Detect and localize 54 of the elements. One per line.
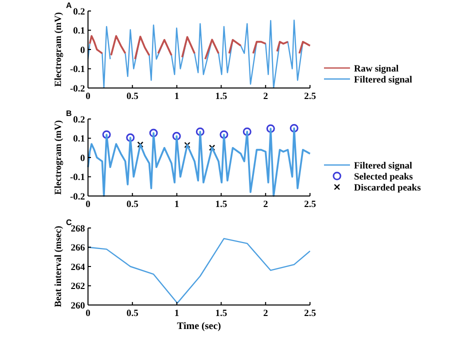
x-tick-label: 0.5 — [126, 92, 139, 102]
x-tick-label: 0.5 — [126, 200, 139, 210]
y-tick-label: 0.2 — [73, 7, 86, 18]
x-tick-label: 1 — [174, 200, 180, 210]
chart-title: C — [66, 218, 72, 227]
x-tick-label: 1.5 — [215, 200, 228, 210]
legend-label: Discarded peaks — [354, 183, 422, 194]
point — [266, 124, 275, 133]
point — [220, 130, 228, 139]
x-tick-label: 1 — [174, 309, 180, 319]
y-tick-label: 268 — [70, 224, 86, 234]
y-axis-title: Electrogram (mV) — [54, 12, 64, 87]
y-tick-label: 266 — [70, 244, 86, 254]
y-tick-label: -0.2 — [70, 192, 86, 202]
chart-title: A — [66, 1, 72, 10]
y-tick-label: 0.2 — [73, 115, 86, 126]
x-tick-label: 1 — [174, 92, 180, 102]
point — [208, 144, 216, 151]
y-tick-label: -0.1 — [70, 173, 86, 184]
legend-label: Filtered signal — [354, 75, 412, 86]
point — [242, 127, 252, 136]
point — [126, 133, 135, 142]
y-tick-label: 0.1 — [73, 26, 86, 37]
legend-label: Raw signal — [354, 64, 399, 74]
y-tick-label: 260 — [70, 301, 86, 312]
point — [184, 142, 190, 148]
x-tick-label: 1.5 — [215, 309, 228, 319]
legend-label: Selected peaks — [354, 172, 414, 182]
x-tick-label: 1.5 — [215, 92, 228, 102]
x-tick-label: 2.5 — [304, 309, 316, 319]
chart-title: B — [66, 109, 72, 118]
y-tick-label: -0.1 — [70, 65, 86, 76]
x-tick-label: 2 — [263, 309, 268, 319]
x-tick-label: 2.5 — [304, 92, 316, 102]
y-tick-label: 0 — [80, 46, 86, 56]
x-tick-label: 2.5 — [304, 200, 316, 210]
y-tick-label: 262 — [70, 282, 86, 292]
y-tick-label: 0.1 — [73, 134, 86, 145]
legend-label: Filtered signal — [354, 161, 412, 172]
y-tick-label: -0.2 — [70, 84, 86, 94]
point — [102, 130, 111, 139]
point — [137, 142, 144, 148]
x-tick-label: 2 — [263, 200, 268, 210]
point — [290, 124, 298, 132]
point — [149, 128, 158, 138]
x-axis-title: Time (sec) — [177, 321, 221, 332]
y-axis-title: Electrogram (mV) — [54, 120, 64, 195]
x-tick-label: 0.5 — [126, 309, 139, 319]
point — [172, 132, 181, 140]
y-tick-label: 0 — [80, 154, 86, 164]
point — [196, 127, 204, 136]
y-tick-label: 264 — [70, 262, 86, 273]
y-axis-title: Beat interval (msec) — [54, 226, 64, 308]
x-tick-label: 2 — [263, 92, 268, 102]
